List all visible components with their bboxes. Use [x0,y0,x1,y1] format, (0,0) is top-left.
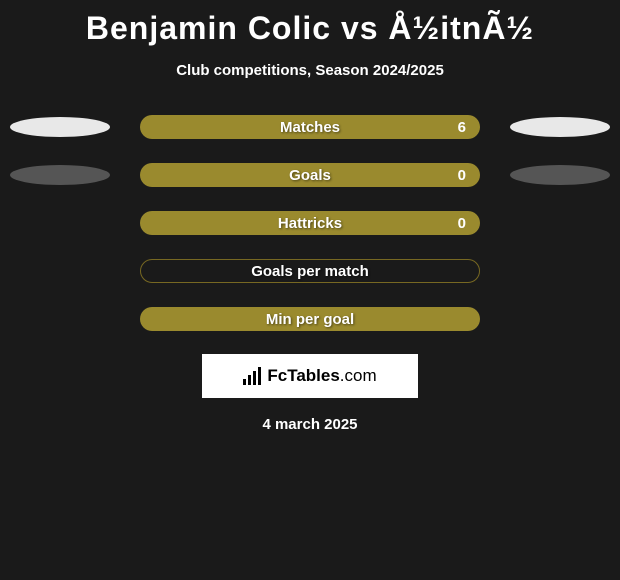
logo-text-light: .com [340,366,377,385]
stat-bar-goals: Goals 0 [140,163,480,187]
stat-row-hattricks: Hattricks 0 [0,210,620,236]
stat-value-matches: 6 [458,119,466,136]
ellipse-right-matches [510,117,610,137]
stat-label-min-per-goal: Min per goal [266,311,354,328]
stat-row-goals: Goals 0 [0,162,620,188]
stat-label-goals: Goals [289,167,331,184]
stat-row-goals-per-match: Goals per match [0,258,620,284]
stat-bar-matches: Matches 6 [140,115,480,139]
logo-bar-3 [253,371,256,385]
logo-bar-2 [248,375,251,385]
stat-bar-hattricks: Hattricks 0 [140,211,480,235]
logo-text: FcTables.com [267,366,376,386]
ellipse-left-goals [10,165,110,185]
ellipse-left-matches [10,117,110,137]
logo-text-bold: FcTables [267,366,339,385]
stat-value-goals: 0 [458,167,466,184]
page-subtitle: Club competitions, Season 2024/2025 [0,62,620,79]
stat-label-goals-per-match: Goals per match [251,263,369,280]
stat-row-min-per-goal: Min per goal [0,306,620,332]
stats-section: Matches 6 Goals 0 Hattricks 0 Goals per … [0,114,620,332]
stat-row-matches: Matches 6 [0,114,620,140]
ellipse-right-goals [510,165,610,185]
stat-label-hattricks: Hattricks [278,215,342,232]
stat-value-hattricks: 0 [458,215,466,232]
chart-bars-icon [243,367,261,385]
footer-date: 4 march 2025 [0,416,620,433]
stat-bar-goals-per-match: Goals per match [140,259,480,283]
stat-bar-min-per-goal: Min per goal [140,307,480,331]
logo-box: FcTables.com [202,354,418,398]
page-title: Benjamin Colic vs Å½itnÃ½ [0,10,620,47]
stat-label-matches: Matches [280,119,340,136]
main-container: Benjamin Colic vs Å½itnÃ½ Club competiti… [0,0,620,433]
logo-bar-4 [258,367,261,385]
logo-bar-1 [243,379,246,385]
